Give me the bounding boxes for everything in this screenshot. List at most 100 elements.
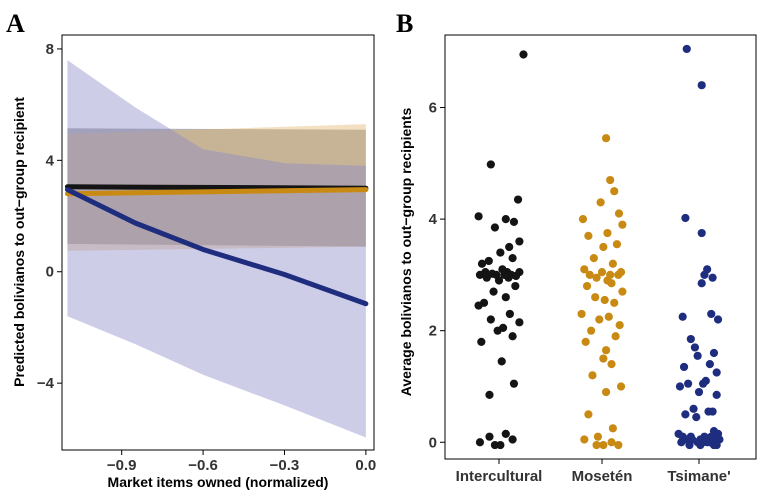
data-point xyxy=(595,315,604,324)
trend-line-tsimane xyxy=(64,187,369,307)
panel-a-trend-lines xyxy=(64,184,369,307)
data-point xyxy=(474,301,483,310)
data-point xyxy=(511,281,520,291)
y-tick-label: −4 xyxy=(37,375,55,392)
data-point xyxy=(696,440,705,450)
data-point xyxy=(596,198,605,207)
data-point xyxy=(511,271,521,281)
data-point xyxy=(675,382,685,391)
data-point xyxy=(693,351,702,360)
data-point xyxy=(474,212,483,221)
data-point xyxy=(505,242,514,252)
y-tick-label: 2 xyxy=(429,323,437,340)
x-tick-label: −0.6 xyxy=(188,457,218,474)
panel-b-frame xyxy=(444,34,757,460)
data-point xyxy=(587,326,596,335)
data-point xyxy=(600,295,609,305)
data-point xyxy=(607,360,616,369)
data-point xyxy=(712,390,721,399)
points-moseten xyxy=(577,134,627,450)
data-point xyxy=(607,279,616,288)
panel-b-points xyxy=(474,44,724,450)
data-point xyxy=(697,228,706,238)
data-point xyxy=(705,360,714,369)
panel-a-y-axis: −4 0 4 8 xyxy=(37,41,62,392)
x-tick-label-moseten: Mosetén xyxy=(572,468,633,485)
data-point xyxy=(501,429,510,438)
data-point xyxy=(591,293,600,302)
data-point xyxy=(616,382,626,391)
data-point xyxy=(490,223,500,232)
data-point xyxy=(599,440,608,450)
data-point xyxy=(608,424,617,433)
data-point xyxy=(585,270,594,279)
data-point xyxy=(588,371,597,380)
data-point xyxy=(690,343,700,352)
data-point xyxy=(604,312,613,321)
data-point xyxy=(697,81,706,90)
data-point xyxy=(493,326,502,335)
y-tick-label: 0 xyxy=(46,264,54,281)
data-point xyxy=(612,240,622,249)
data-point xyxy=(582,281,592,291)
data-point xyxy=(611,332,620,341)
data-point xyxy=(505,309,514,319)
data-point xyxy=(599,354,608,363)
panel-b-x-axis: Intercultural Mosetén Tsimane' xyxy=(456,459,731,485)
points-tsimane xyxy=(674,44,724,450)
data-point xyxy=(607,438,616,447)
data-point xyxy=(509,217,519,226)
data-point xyxy=(712,368,721,377)
x-tick-label: 0.0 xyxy=(355,457,376,474)
data-point xyxy=(603,228,612,238)
data-point xyxy=(509,379,519,388)
data-point xyxy=(599,242,608,252)
data-point xyxy=(515,237,524,246)
data-point xyxy=(606,175,615,185)
data-point xyxy=(501,215,510,224)
data-point xyxy=(482,273,491,282)
data-point xyxy=(475,270,485,279)
data-point xyxy=(704,407,713,416)
data-point xyxy=(485,390,494,399)
panel-a-frame xyxy=(61,34,375,451)
data-point xyxy=(593,432,603,441)
panel-a-confidence-bands xyxy=(67,60,366,438)
data-point xyxy=(597,268,607,277)
y-tick-label: 4 xyxy=(46,152,55,169)
data-point xyxy=(501,293,510,302)
data-point xyxy=(584,231,593,240)
data-point xyxy=(489,287,498,296)
data-point xyxy=(580,435,589,444)
panel-a: A −0.9 −0.6 −0.3 0.0 −4 0 4 8 Market items own… xyxy=(6,9,376,490)
x-tick-label: −0.9 xyxy=(107,457,137,474)
y-tick-label: 6 xyxy=(429,100,437,117)
data-point xyxy=(496,248,505,257)
data-point xyxy=(513,195,523,204)
data-point xyxy=(700,270,709,279)
y-tick-label: 8 xyxy=(46,41,54,58)
data-point xyxy=(610,298,619,307)
data-point xyxy=(709,348,719,358)
data-point xyxy=(697,279,706,288)
data-point xyxy=(485,432,494,441)
data-point xyxy=(689,404,698,413)
panel-b: B Intercultural Mosetén Tsimane' 0 2 4 6 Aver… xyxy=(396,9,757,485)
data-point xyxy=(615,321,624,330)
data-point xyxy=(515,318,524,327)
data-point xyxy=(610,187,619,196)
data-point xyxy=(496,440,505,450)
data-point xyxy=(618,287,627,296)
data-point xyxy=(494,276,504,285)
data-point xyxy=(679,362,689,372)
data-point xyxy=(477,337,486,346)
data-point xyxy=(601,346,611,355)
data-point xyxy=(504,273,513,282)
data-point xyxy=(486,160,495,169)
data-point xyxy=(713,315,723,324)
panel-a-letter: A xyxy=(6,9,25,38)
panel-a-x-axis-title: Market items owned (normalized) xyxy=(108,474,329,490)
data-point xyxy=(592,440,601,450)
x-tick-label-tsimane: Tsimane' xyxy=(667,468,730,485)
